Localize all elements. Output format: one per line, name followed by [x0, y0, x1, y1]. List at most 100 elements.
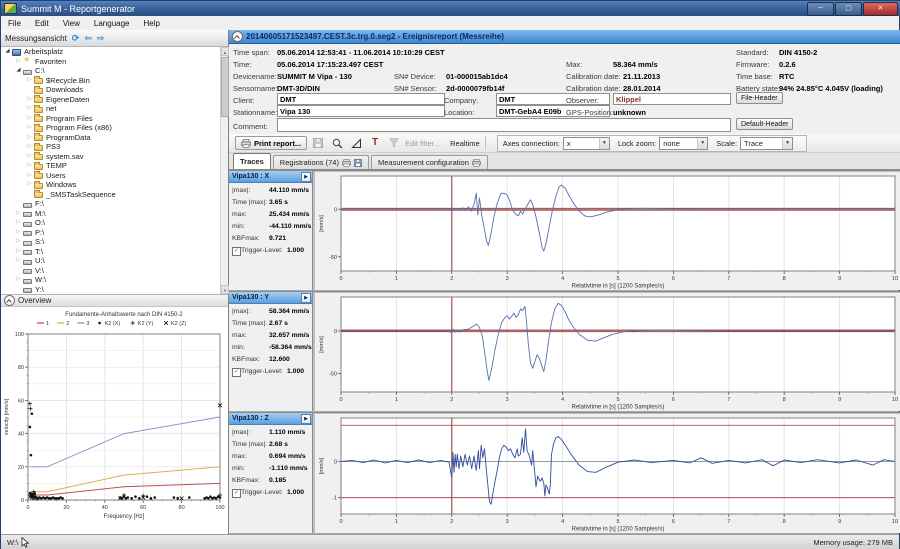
trace-chart-y[interactable]: 0-50012345678910Relativtime in [s] (1200… — [315, 293, 900, 411]
overview-header[interactable]: Overview — [1, 294, 228, 307]
overview-chart[interactable]: Fundamente-Anhaltswerte nach DIN 4150-21… — [1, 307, 228, 534]
trace-menu-button[interactable]: ▶ — [301, 172, 311, 182]
report-doc-header[interactable]: 20140605171523497.CEST.3c.trg.0.seg2 - E… — [229, 30, 900, 44]
expand-icon[interactable]: ▷ — [15, 230, 22, 236]
trace-title-bar[interactable]: Vipa130 : X▶ — [229, 171, 312, 183]
zoom-icon[interactable] — [329, 136, 345, 150]
tree-item[interactable]: ▷T:\ — [1, 247, 220, 257]
menu-edit[interactable]: Edit — [28, 19, 56, 28]
tree-item[interactable]: ▷$Recycle.Bin — [1, 76, 220, 86]
realtime-label[interactable]: Realtime — [450, 139, 480, 148]
expand-icon[interactable]: ▷ — [26, 182, 33, 188]
tree-item[interactable]: ▷net — [1, 104, 220, 114]
collapse-overview-icon[interactable] — [4, 295, 15, 306]
expand-icon[interactable]: ▷ — [26, 135, 33, 141]
tree-item[interactable]: ▷P:\ — [1, 228, 220, 238]
expand-icon[interactable]: ▷ — [15, 211, 22, 217]
save-icon[interactable] — [310, 136, 326, 150]
expand-icon[interactable]: ▷ — [15, 249, 22, 255]
tree-item[interactable]: ◢Arbeitsplatz — [1, 47, 220, 57]
tree-item[interactable]: ▷ProgramData — [1, 133, 220, 143]
close-button[interactable]: ✕ — [863, 2, 898, 16]
tree-item[interactable]: ▷M:\ — [1, 209, 220, 219]
expand-icon[interactable]: ▷ — [26, 97, 33, 103]
tab-traces[interactable]: Traces — [233, 153, 271, 169]
trace-title-bar[interactable]: Vipa130 : Z▶ — [229, 413, 312, 425]
expand-icon[interactable]: ▷ — [15, 258, 22, 264]
expand-icon[interactable]: ▷ — [26, 106, 33, 112]
expand-icon[interactable]: ▷ — [15, 59, 22, 65]
menu-help[interactable]: Help — [136, 19, 166, 28]
filter-icon[interactable] — [386, 136, 402, 150]
tree-item[interactable]: ▷TEMP — [1, 161, 220, 171]
tree-item[interactable]: ▷Favoriten — [1, 57, 220, 67]
expand-icon[interactable]: ▷ — [15, 277, 22, 283]
expand-icon[interactable]: ▷ — [26, 173, 33, 179]
tree-item[interactable]: Downloads — [1, 85, 220, 95]
tab-registrations[interactable]: Registrations (74) — [273, 155, 369, 169]
collapse-report-icon[interactable] — [232, 31, 243, 42]
tree-item[interactable]: ▷Program Files — [1, 114, 220, 124]
collapse-icon[interactable]: ◢ — [4, 49, 11, 55]
stationname-input[interactable] — [277, 105, 445, 117]
expand-icon[interactable]: ▷ — [26, 78, 33, 84]
trace-chart-x[interactable]: 0-50012345678910Relativtime in [s] (1200… — [315, 172, 900, 290]
menu-view[interactable]: View — [56, 19, 87, 28]
tree-item[interactable]: ◢C:\ — [1, 66, 220, 76]
trace-menu-button[interactable]: ▶ — [301, 293, 311, 303]
tree-item[interactable]: V:\ — [1, 266, 220, 276]
expand-icon[interactable]: ▷ — [26, 163, 33, 169]
scroll-down-button[interactable]: ▼ — [221, 285, 229, 294]
menu-file[interactable]: File — [1, 19, 28, 28]
back-arrow-icon[interactable]: ⇦ — [84, 34, 92, 43]
menu-language[interactable]: Language — [87, 19, 137, 28]
tree-item[interactable]: ▷Users — [1, 171, 220, 181]
axes-connection-select[interactable]: x ▼ — [563, 137, 610, 150]
expand-icon[interactable]: ▷ — [15, 220, 22, 226]
scrollbar-thumb[interactable] — [221, 57, 229, 117]
tree-item[interactable]: _SMSTaskSequence — [1, 190, 220, 200]
expand-icon[interactable]: ▷ — [26, 144, 33, 150]
refresh-icon[interactable]: ⟳ — [72, 34, 80, 43]
text-tool-icon[interactable]: T — [367, 136, 383, 150]
scale-select[interactable]: Trace ▼ — [740, 137, 793, 150]
scroll-up-button[interactable]: ▲ — [221, 47, 229, 56]
client-input[interactable] — [277, 93, 445, 105]
print-report-button[interactable]: Print report... — [235, 136, 307, 150]
trace-chart-z[interactable]: 0-1012345678910Relativtime in [s] (1200 … — [315, 414, 900, 533]
tree-item[interactable]: F:\ — [1, 199, 220, 209]
observer-input[interactable] — [613, 93, 731, 105]
minimize-button[interactable]: ─ — [807, 2, 834, 16]
tree-item[interactable]: ▷Windows — [1, 180, 220, 190]
tree-item[interactable]: ▷Program Files (x86) — [1, 123, 220, 133]
ruler-tool-icon[interactable] — [348, 136, 364, 150]
app-icon — [4, 3, 17, 14]
expand-icon[interactable]: ▷ — [15, 239, 22, 245]
default-header-button[interactable]: Default-Header — [736, 118, 793, 130]
comment-input[interactable] — [277, 118, 731, 132]
trace-title-bar[interactable]: Vipa130 : Y▶ — [229, 292, 312, 304]
collapse-icon[interactable]: ◢ — [15, 68, 22, 74]
tree-item[interactable]: ▷EigeneDaten — [1, 95, 220, 105]
maximize-button[interactable]: ▢ — [835, 2, 862, 16]
tree-item[interactable]: ▷system.sav — [1, 152, 220, 162]
expand-icon[interactable]: ▷ — [26, 116, 33, 122]
trace-menu-button[interactable]: ▶ — [301, 414, 311, 424]
tab-measurement-configuration[interactable]: Measurement configuration — [371, 155, 488, 169]
tree-item[interactable]: ▷S:\ — [1, 237, 220, 247]
tree-scrollbar[interactable]: ▲ ▼ — [220, 47, 228, 294]
lock-zoom-select[interactable]: none ▼ — [659, 137, 708, 150]
trigger-level-checkbox[interactable]: ✓ — [232, 368, 241, 377]
tree-item[interactable]: ▷W:\ — [1, 275, 220, 285]
expand-icon[interactable]: ▷ — [26, 154, 33, 160]
expand-icon[interactable]: ▷ — [26, 125, 33, 131]
trigger-level-checkbox[interactable]: ✓ — [232, 247, 241, 256]
tree-item[interactable]: ▷U:\ — [1, 256, 220, 266]
tree-item[interactable]: Y:\ — [1, 285, 220, 295]
file-header-button[interactable]: File-Header — [736, 92, 783, 104]
forward-arrow-icon[interactable]: ⇨ — [97, 34, 105, 43]
trigger-level-checkbox[interactable]: ✓ — [232, 489, 241, 498]
tree-item[interactable]: ▷O:\ — [1, 218, 220, 228]
tree-item[interactable]: ▷PS3 — [1, 142, 220, 152]
trigger-level-label: Trigger-Level: — [241, 247, 283, 254]
